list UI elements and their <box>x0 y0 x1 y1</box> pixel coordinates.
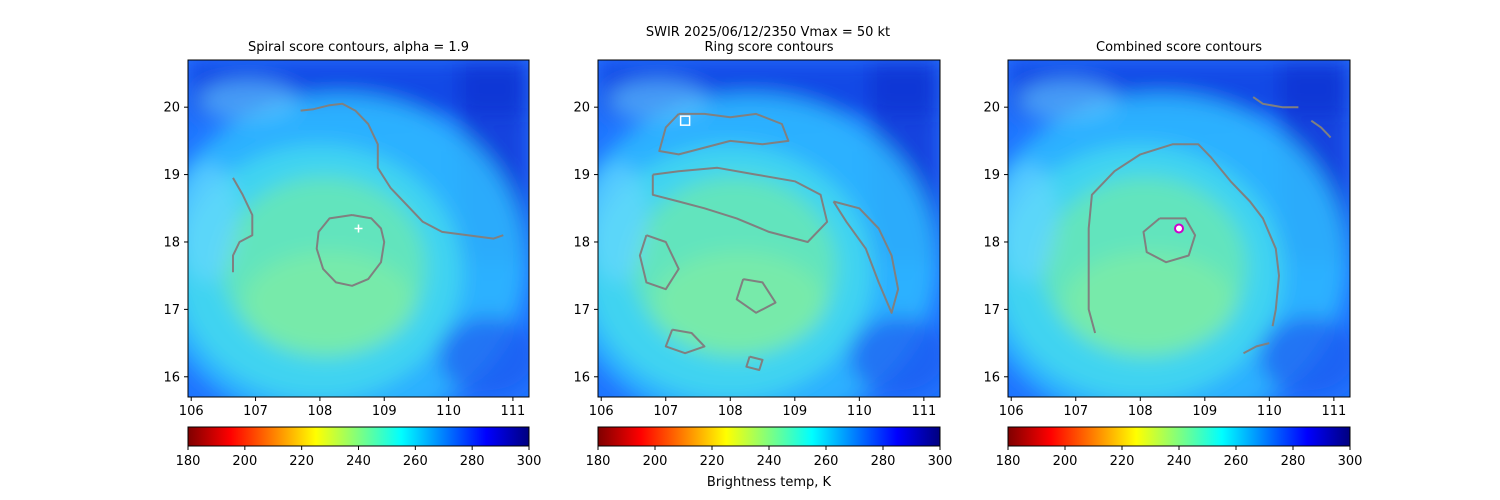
colorbar-gradient <box>598 427 940 446</box>
contour-line-3 <box>832 200 900 314</box>
x-tick-label: 108 <box>1128 404 1153 419</box>
contour-line-5 <box>664 328 706 355</box>
colorbar-tick-label: 280 <box>1281 454 1306 469</box>
x-tick-label: 107 <box>1063 404 1088 419</box>
colorbar-tick-label: 200 <box>1053 454 1078 469</box>
panel-3: Combined score contours 106 107 108 109 110 11… <box>983 40 1363 469</box>
contour-line-1 <box>658 112 790 156</box>
x-tick-label: 107 <box>653 404 678 419</box>
colorbar-tick-label: 300 <box>1338 454 1363 469</box>
y-tick-label: 17 <box>573 303 590 318</box>
colorbar-tick-label: 180 <box>996 454 1021 469</box>
x-tick-label: 110 <box>436 404 461 419</box>
contour-line-4 <box>1310 119 1332 139</box>
x-tick-label: 109 <box>782 404 807 419</box>
x-tick-label: 108 <box>307 404 332 419</box>
panel-1: Spiral score contours, alpha = 1.9 106 107… <box>163 40 542 469</box>
colorbar: 180 200 220 240 260 280 300 Brightness temp, K <box>586 426 953 490</box>
contour-line-1 <box>1142 217 1197 264</box>
y-tick-label: 17 <box>983 303 1000 318</box>
figure-suptitle: SWIR 2025/06/12/2350 Vmax = 50 kt <box>646 25 890 40</box>
y-tick-label: 18 <box>163 235 180 250</box>
panel-title: Combined score contours <box>1096 40 1262 55</box>
x-tick-label: 106 <box>999 404 1024 419</box>
y-tick-label: 16 <box>163 370 180 385</box>
colorbar: 180 200 220 240 260 280 300 <box>996 426 1363 469</box>
brightness-field <box>1008 60 1350 397</box>
panel-title: Ring score contours <box>704 40 833 55</box>
x-tick-label: 111 <box>501 404 526 419</box>
colorbar-tick-label: 220 <box>289 454 314 469</box>
y-tick-label: 19 <box>163 168 180 183</box>
colorbar-tick-label: 180 <box>176 454 201 469</box>
colorbar-tick-label: 260 <box>814 454 839 469</box>
y-tick-label: 16 <box>983 370 1000 385</box>
contour-line-1 <box>315 214 386 287</box>
y-tick-label: 19 <box>983 168 1000 183</box>
colorbar-tick-label: 280 <box>460 454 485 469</box>
colorbar-tick-label: 220 <box>1110 454 1135 469</box>
x-tick-label: 109 <box>372 404 397 419</box>
colorbar-tick-label: 300 <box>517 454 542 469</box>
contour-line-4 <box>638 234 680 291</box>
colorbar-tick-label: 280 <box>871 454 896 469</box>
center-marker-circle <box>1174 223 1184 234</box>
axes-frame <box>1007 59 1351 398</box>
axes-frame <box>597 59 941 398</box>
colorbar-tick-label: 200 <box>643 454 668 469</box>
y-tick-label: 20 <box>573 101 590 116</box>
y-tick-label: 17 <box>163 303 180 318</box>
colorbar-tick-label: 220 <box>700 454 725 469</box>
colorbar-tick-label: 240 <box>1167 454 1192 469</box>
colorbar-tick-label: 240 <box>346 454 371 469</box>
axes-frame <box>187 59 530 398</box>
center-marker-square <box>679 115 691 126</box>
contour-line-6 <box>735 278 777 314</box>
colorbar-label: Brightness temp, K <box>707 475 832 490</box>
y-tick-label: 16 <box>573 370 590 385</box>
panel-title: Spiral score contours, alpha = 1.9 <box>248 40 469 55</box>
x-tick-label: 108 <box>718 404 743 419</box>
colorbar-gradient <box>188 427 529 446</box>
score-contours <box>638 112 900 371</box>
colorbar-tick-label: 260 <box>403 454 428 469</box>
colorbar: 180 200 220 240 260 280 300 <box>176 426 542 469</box>
y-tick-label: 20 <box>983 101 1000 116</box>
contour-line-5 <box>1243 342 1270 355</box>
y-tick-label: 18 <box>983 235 1000 250</box>
x-tick-label: 109 <box>1192 404 1217 419</box>
score-contours <box>1087 96 1332 355</box>
colorbar-tick-label: 240 <box>757 454 782 469</box>
colorbar-tick-label: 300 <box>928 454 953 469</box>
x-tick-label: 107 <box>243 404 268 419</box>
x-tick-label: 111 <box>1321 404 1346 419</box>
contour-line-3 <box>1252 96 1299 109</box>
contour-line-2 <box>300 102 504 240</box>
x-tick-label: 111 <box>911 404 936 419</box>
brightness-field <box>188 60 529 397</box>
y-tick-label: 20 <box>163 101 180 116</box>
x-tick-label: 106 <box>179 404 204 419</box>
x-tick-label: 106 <box>589 404 614 419</box>
contour-line-2 <box>651 166 829 243</box>
contour-line-7 <box>745 355 764 371</box>
brightness-field <box>598 60 940 397</box>
y-tick-label: 19 <box>573 168 590 183</box>
score-contours <box>232 102 504 287</box>
colorbar-tick-label: 200 <box>232 454 257 469</box>
contour-line-2 <box>1087 143 1280 334</box>
x-tick-label: 110 <box>847 404 872 419</box>
panel-2: Ring score contours 106 107 108 109 110 111 16 1… <box>573 40 953 490</box>
contour-line-3 <box>232 177 254 273</box>
colorbar-tick-label: 260 <box>1224 454 1249 469</box>
colorbar-gradient <box>1008 427 1350 446</box>
colorbar-tick-label: 180 <box>586 454 611 469</box>
y-tick-label: 18 <box>573 235 590 250</box>
x-tick-label: 110 <box>1257 404 1282 419</box>
center-marker-cross <box>354 224 363 233</box>
